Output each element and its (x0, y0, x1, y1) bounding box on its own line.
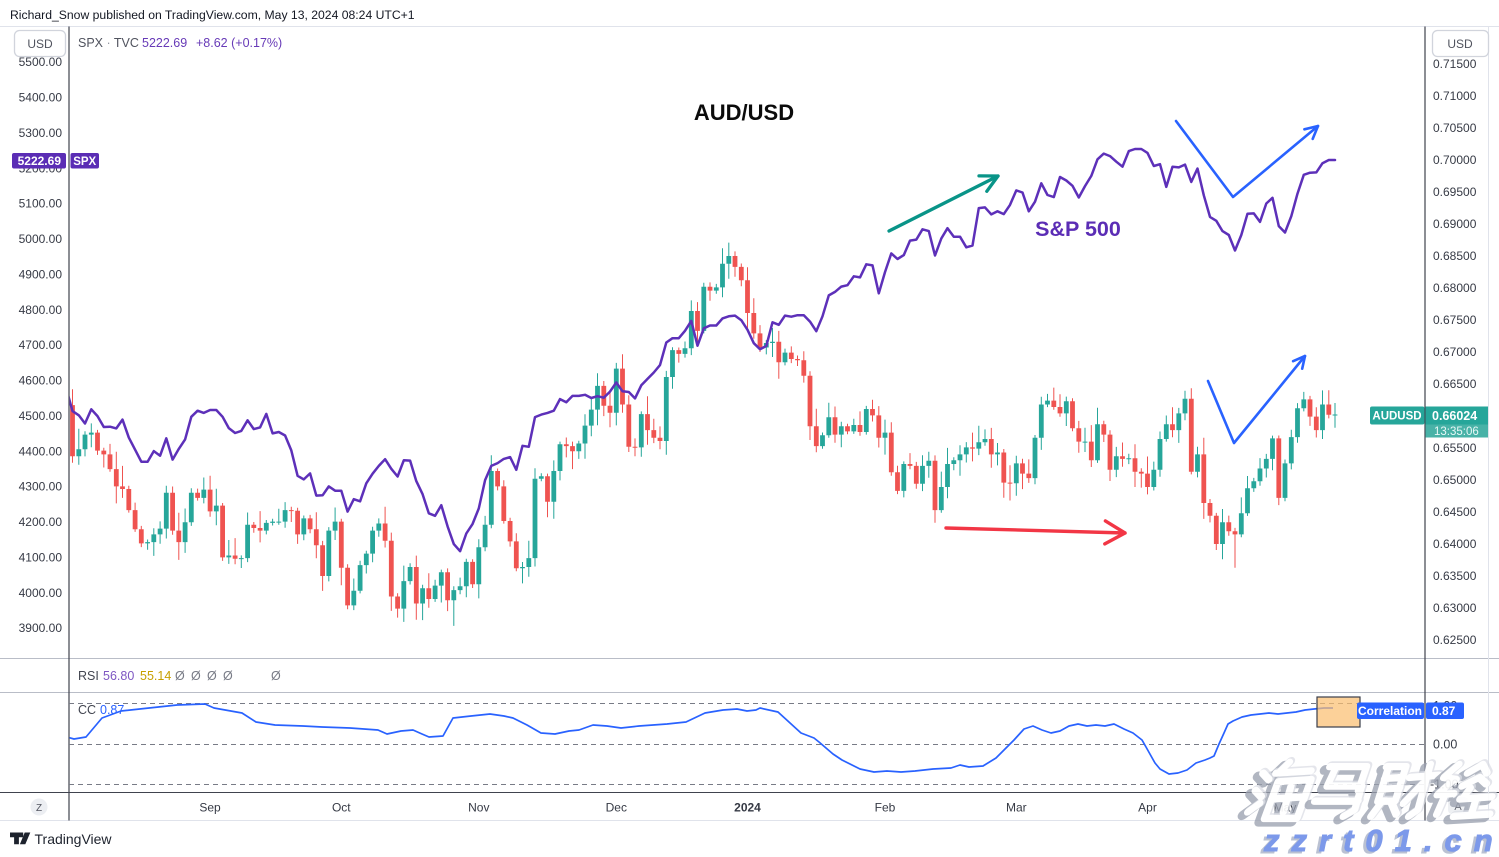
svg-text:4000.00: 4000.00 (19, 586, 63, 600)
svg-text:0.70500: 0.70500 (1433, 121, 1477, 135)
svg-text:SPX · TVC: SPX · TVC (78, 36, 139, 50)
svg-text:4900.00: 4900.00 (19, 267, 63, 281)
svg-text:0.66024: 0.66024 (1432, 409, 1477, 423)
svg-text:AUDUSD: AUDUSD (1372, 411, 1421, 423)
svg-text:13:35:06: 13:35:06 (1434, 426, 1479, 438)
svg-text:0.87: 0.87 (100, 703, 124, 717)
svg-text:4600.00: 4600.00 (19, 374, 63, 388)
svg-text:zzrt01.cn: zzrt01.cn (1263, 823, 1499, 857)
svg-text:Sep: Sep (199, 801, 221, 815)
svg-text:Ø: Ø (207, 669, 217, 683)
svg-text:0.00: 0.00 (1433, 738, 1457, 752)
svg-text:0.70000: 0.70000 (1433, 153, 1477, 167)
svg-text:5500.00: 5500.00 (19, 55, 63, 69)
svg-text:0.67000: 0.67000 (1433, 345, 1477, 359)
svg-text:0.67500: 0.67500 (1433, 313, 1477, 327)
svg-text:5222.69: 5222.69 (18, 154, 62, 168)
svg-text:56.80: 56.80 (103, 669, 134, 683)
svg-text:TradingView: TradingView (35, 831, 113, 847)
svg-text:5100.00: 5100.00 (19, 197, 63, 211)
svg-text:CC: CC (78, 703, 96, 717)
svg-text:Dec: Dec (606, 801, 627, 815)
svg-text:0.64500: 0.64500 (1433, 505, 1477, 519)
svg-text:0.68500: 0.68500 (1433, 249, 1477, 263)
svg-text:SPX: SPX (73, 156, 96, 168)
svg-text:0.63000: 0.63000 (1433, 601, 1477, 615)
svg-text:Ø: Ø (175, 669, 185, 683)
svg-text:A: A (1454, 801, 1462, 813)
svg-text:Ø: Ø (223, 669, 233, 683)
svg-text:Oct: Oct (332, 801, 351, 815)
svg-text:3900.00: 3900.00 (19, 621, 63, 635)
svg-text:Nov: Nov (468, 801, 489, 815)
svg-text:0.71000: 0.71000 (1433, 89, 1477, 103)
svg-text:0.65000: 0.65000 (1433, 473, 1477, 487)
svg-text:Z: Z (36, 803, 42, 814)
svg-text:4200.00: 4200.00 (19, 515, 63, 529)
svg-text:5000.00: 5000.00 (19, 232, 63, 246)
svg-text:4500.00: 4500.00 (19, 409, 63, 423)
svg-text:Ø: Ø (191, 669, 201, 683)
svg-text:5222.69: 5222.69 (142, 36, 187, 50)
svg-text:4700.00: 4700.00 (19, 338, 63, 352)
svg-text:Apr: Apr (1138, 801, 1157, 815)
svg-text:5300.00: 5300.00 (19, 126, 63, 140)
svg-text:4400.00: 4400.00 (19, 444, 63, 458)
svg-text:RSI: RSI (78, 669, 99, 683)
svg-text:2024: 2024 (734, 801, 761, 815)
svg-text:55.14: 55.14 (140, 669, 171, 683)
svg-text:Mar: Mar (1006, 801, 1027, 815)
svg-text:0.65500: 0.65500 (1433, 441, 1477, 455)
svg-text:USD: USD (27, 37, 53, 51)
svg-text:4800.00: 4800.00 (19, 303, 63, 317)
svg-text:Correlation: Correlation (1358, 704, 1422, 718)
svg-text:0.62500: 0.62500 (1433, 633, 1477, 647)
svg-text:0.63500: 0.63500 (1433, 569, 1477, 583)
svg-text:S&P 500: S&P 500 (1035, 217, 1121, 241)
svg-text:AUD/USD: AUD/USD (694, 100, 794, 125)
svg-text:0.71500: 0.71500 (1433, 57, 1477, 71)
svg-text:Feb: Feb (875, 801, 896, 815)
svg-text:USD: USD (1447, 37, 1473, 51)
svg-text:Richard_Snow published on Trad: Richard_Snow published on TradingView.co… (10, 8, 415, 22)
svg-text:0.69500: 0.69500 (1433, 185, 1477, 199)
svg-text:4300.00: 4300.00 (19, 480, 63, 494)
svg-text:0.68000: 0.68000 (1433, 281, 1477, 295)
svg-text:0.64000: 0.64000 (1433, 537, 1477, 551)
svg-text:Ø: Ø (271, 669, 281, 683)
svg-text:zzrt01.cn: zzrt01.cn (1260, 825, 1499, 857)
svg-text:0.69000: 0.69000 (1433, 217, 1477, 231)
svg-text:4100.00: 4100.00 (19, 550, 63, 564)
svg-text:0.87: 0.87 (1432, 704, 1456, 718)
svg-text:5400.00: 5400.00 (19, 91, 63, 105)
svg-text:+8.62 (+0.17%): +8.62 (+0.17%) (196, 36, 282, 50)
svg-text:0.66500: 0.66500 (1433, 377, 1477, 391)
